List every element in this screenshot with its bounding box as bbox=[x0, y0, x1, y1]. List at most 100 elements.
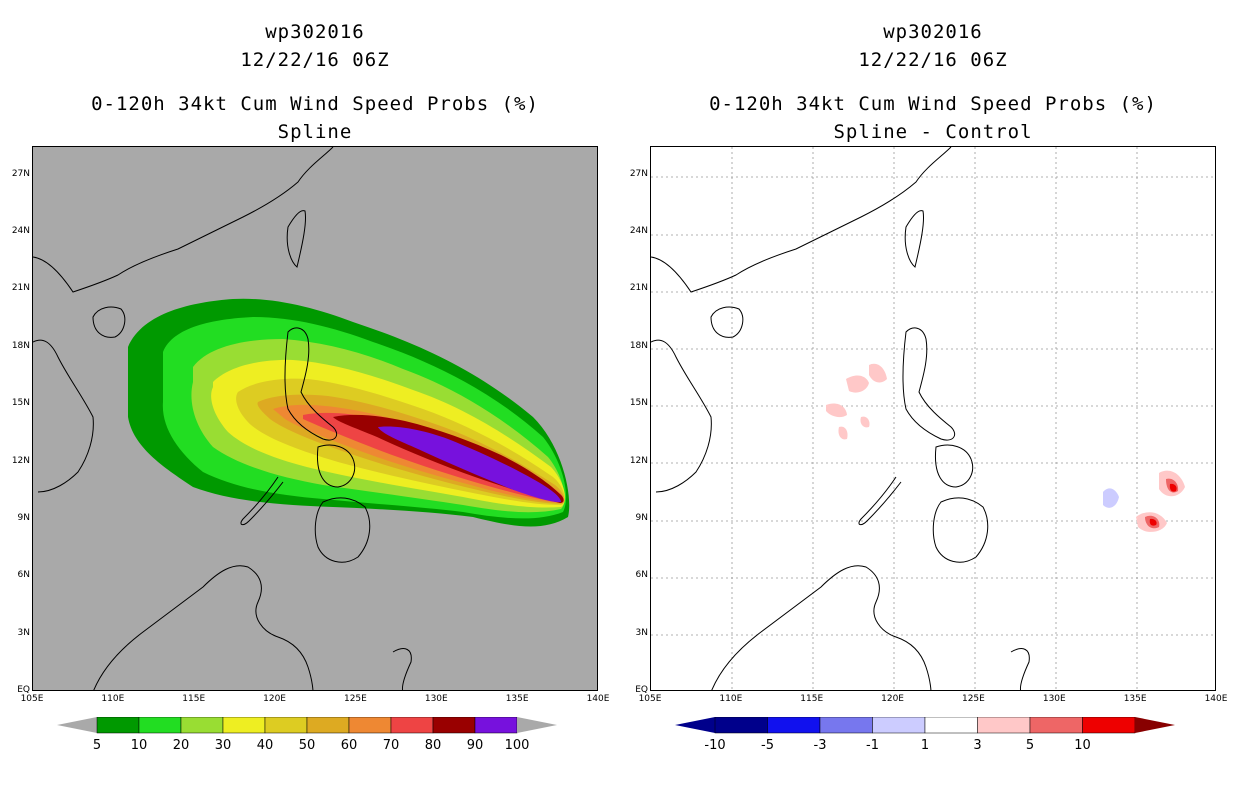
colorbar-segment bbox=[222, 717, 266, 734]
colorbar-segment bbox=[767, 717, 821, 734]
colorbar-segment bbox=[348, 717, 392, 734]
x-tick-label: 115E bbox=[800, 694, 824, 704]
colorbar-segment bbox=[1082, 717, 1136, 734]
colorbar-segment bbox=[819, 717, 873, 734]
colorbar-segment bbox=[390, 717, 434, 734]
y-tick-label: 27N bbox=[629, 168, 648, 179]
colorbar-segment bbox=[924, 717, 978, 734]
colorbar-label: 80 bbox=[424, 738, 442, 753]
x-tick-label: 115E bbox=[182, 694, 206, 704]
colorbar-label: 5 bbox=[1025, 738, 1035, 753]
coastlines bbox=[33, 147, 412, 690]
colorbar-label: 1 bbox=[920, 738, 930, 753]
coast-borneo bbox=[711, 565, 932, 690]
colorbar-segment bbox=[474, 717, 518, 734]
right-subtitle: Spline - Control bbox=[833, 121, 1033, 143]
y-tick-label: 9N bbox=[635, 512, 648, 523]
left-title-storm: wp302016 bbox=[265, 21, 365, 43]
coast-vietnam bbox=[651, 339, 712, 493]
x-tick-label: 130E bbox=[1042, 694, 1066, 704]
colorbar-label: -5 bbox=[761, 738, 774, 753]
right-colorbar bbox=[675, 717, 1175, 734]
colorbar-segment bbox=[96, 717, 140, 734]
colorbar-right-arrow bbox=[1135, 717, 1175, 733]
coast-luzon bbox=[902, 327, 956, 441]
x-tick-label: 105E bbox=[638, 694, 662, 704]
colorbar-label: 70 bbox=[382, 738, 400, 753]
x-tick-label: 130E bbox=[424, 694, 448, 704]
colorbar-segment bbox=[138, 717, 182, 734]
colorbar-label: -3 bbox=[813, 738, 827, 753]
probability-swath bbox=[128, 298, 570, 527]
right-title-storm: wp302016 bbox=[883, 21, 983, 43]
colorbar-label: -1 bbox=[866, 738, 879, 753]
x-tick-label: 110E bbox=[719, 694, 743, 704]
x-tick-label: 110E bbox=[101, 694, 125, 704]
coast-taiwan bbox=[286, 210, 306, 268]
colorbar-segment bbox=[432, 717, 476, 734]
grid-lines bbox=[651, 147, 1215, 690]
y-tick-label: EQ bbox=[17, 685, 30, 695]
right-map-panel bbox=[650, 146, 1216, 691]
diff-pos-1 bbox=[846, 375, 869, 393]
coast-mindanao bbox=[314, 497, 371, 563]
x-tick-label: 125E bbox=[961, 694, 985, 704]
left-map-svg bbox=[33, 147, 570, 690]
coast-mindanao bbox=[932, 497, 989, 563]
colorbar-label: 90 bbox=[466, 738, 484, 753]
coast-sulawesi bbox=[1010, 648, 1030, 690]
colorbar-label: 100 bbox=[504, 738, 530, 753]
colorbar-label: 50 bbox=[298, 738, 316, 753]
left-map-panel bbox=[32, 146, 598, 691]
y-tick-label: 24N bbox=[629, 226, 648, 237]
left-colorbar bbox=[57, 717, 557, 734]
colorbar-label: 3 bbox=[973, 738, 982, 753]
colorbar-segment bbox=[1029, 717, 1083, 734]
colorbar-segment bbox=[977, 717, 1031, 734]
colorbar-right-arrow bbox=[517, 717, 557, 733]
coast-china bbox=[33, 147, 334, 293]
y-tick-label: 12N bbox=[11, 455, 30, 466]
diff-pos-11 bbox=[1149, 518, 1157, 526]
y-tick-label: 3N bbox=[17, 627, 30, 638]
x-tick-label: 120E bbox=[881, 694, 904, 704]
left-title-product: 0-120h 34kt Cum Wind Speed Probs (%) bbox=[91, 93, 539, 115]
colorbar-label: 10 bbox=[130, 738, 148, 753]
x-tick-label: 140E bbox=[586, 694, 610, 704]
x-tick-label: 135E bbox=[1123, 694, 1147, 704]
coast-hainan bbox=[710, 306, 744, 338]
y-tick-label: EQ bbox=[635, 685, 648, 695]
coast-china bbox=[651, 147, 952, 293]
coastlines-right bbox=[651, 147, 1030, 690]
colorbar-left-arrow bbox=[57, 717, 97, 733]
y-tick-label: 24N bbox=[11, 226, 30, 237]
diff-pos-2 bbox=[869, 363, 887, 383]
y-tick-label: 3N bbox=[635, 627, 648, 638]
y-tick-label: 18N bbox=[629, 340, 648, 351]
y-tick-label: 27N bbox=[11, 168, 30, 179]
colorbar-label: 40 bbox=[256, 738, 274, 753]
y-tick-label: 9N bbox=[17, 512, 30, 523]
right-title-product: 0-120h 34kt Cum Wind Speed Probs (%) bbox=[709, 93, 1157, 115]
y-tick-label: 21N bbox=[11, 283, 30, 294]
diff-pos-3 bbox=[826, 403, 847, 418]
coast-taiwan bbox=[904, 210, 924, 268]
y-tick-label: 6N bbox=[635, 570, 648, 581]
difference-field bbox=[826, 363, 1185, 532]
x-tick-label: 140E bbox=[1204, 694, 1228, 704]
coast-borneo bbox=[93, 565, 314, 690]
colorbar-label: 10 bbox=[1074, 738, 1091, 753]
coast-vietnam bbox=[33, 339, 94, 493]
coast-visayas bbox=[316, 444, 356, 488]
diff-pos-8 bbox=[1169, 483, 1177, 492]
colorbar-label: 60 bbox=[340, 738, 358, 753]
y-tick-label: 6N bbox=[17, 570, 30, 581]
diff-pos-4 bbox=[838, 426, 848, 440]
coast-palawan bbox=[858, 476, 902, 526]
y-tick-label: 15N bbox=[629, 398, 648, 409]
prob-band-90 bbox=[378, 426, 561, 503]
colorbar-segment bbox=[714, 717, 768, 734]
x-tick-label: 135E bbox=[505, 694, 529, 704]
left-title-date: 12/22/16 06Z bbox=[240, 49, 390, 71]
colorbar-left-arrow bbox=[675, 717, 715, 733]
